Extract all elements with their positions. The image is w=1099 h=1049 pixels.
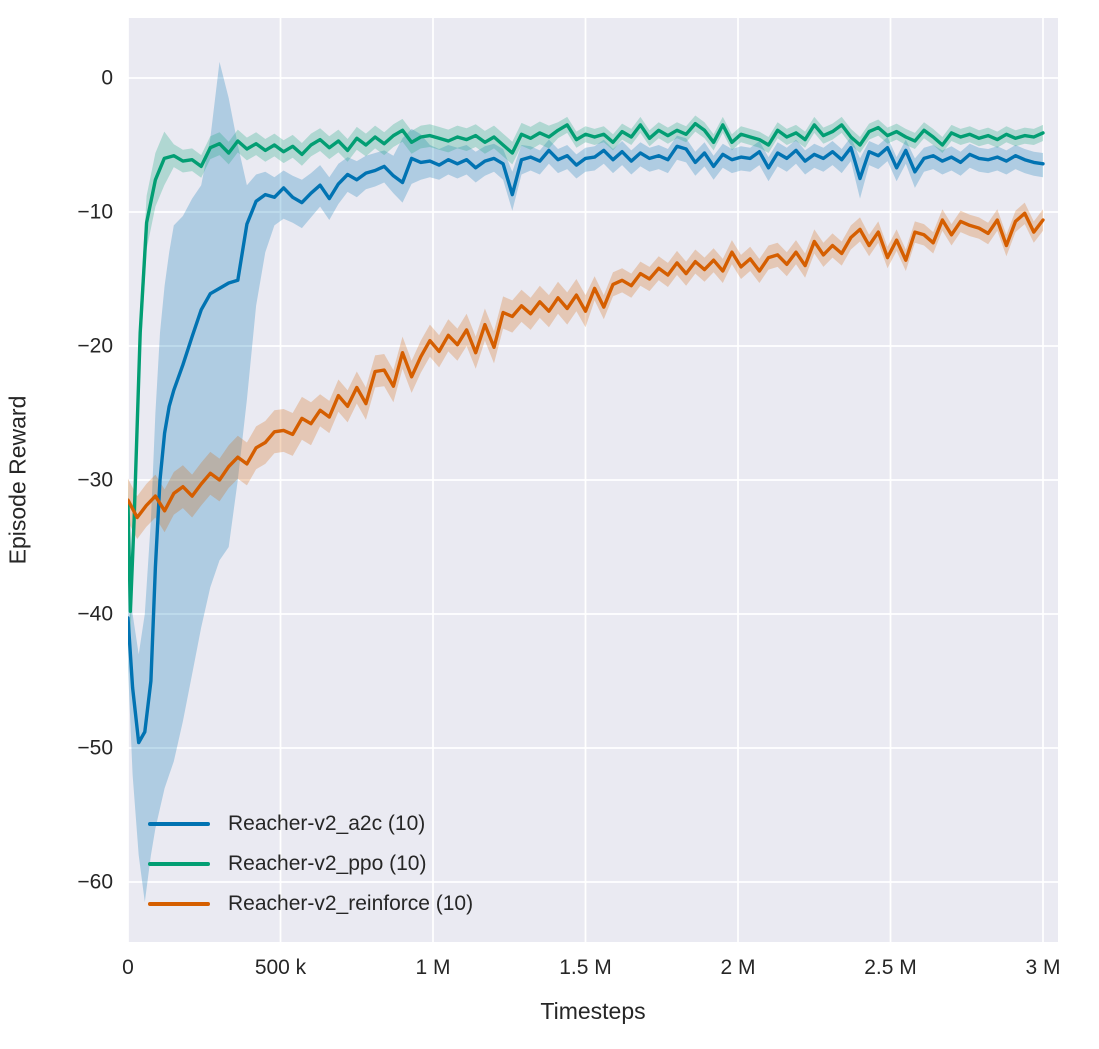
x-tick-label: 2.5 M [864, 956, 917, 979]
legend-row-reinforce: Reacher-v2_reinforce (10) [148, 884, 473, 924]
y-axis-label: Episode Reward [4, 395, 31, 565]
series-line-1 [128, 121, 1045, 613]
legend-label-a2c: Reacher-v2_a2c (10) [228, 812, 426, 835]
y-tick-label: −60 [77, 870, 113, 894]
x-tick-label: 500 k [254, 956, 307, 979]
legend-row-ppo: Reacher-v2_ppo (10) [148, 844, 473, 884]
y-tick-label: −20 [77, 334, 113, 358]
x-tick-label: 1 M [415, 956, 451, 979]
legend: Reacher-v2_a2c (10) Reacher-v2_ppo (10) … [148, 804, 473, 924]
x-tick-label: 1.5 M [559, 956, 612, 979]
x-tick-label: 2 M [720, 956, 756, 979]
x-tick-label: 3 M [1025, 956, 1061, 979]
legend-swatch-ppo [148, 862, 210, 866]
x-axis-label: Timesteps [540, 998, 646, 1024]
legend-label-ppo: Reacher-v2_ppo (10) [228, 852, 427, 875]
y-tick-label: −30 [77, 468, 113, 492]
series-line-0 [128, 144, 1045, 745]
y-tick-label: −10 [77, 200, 113, 224]
legend-swatch-a2c [148, 822, 210, 826]
legend-row-a2c: Reacher-v2_a2c (10) [148, 804, 473, 844]
x-tick-label: 0 [122, 956, 134, 979]
legend-label-reinforce: Reacher-v2_reinforce (10) [228, 892, 474, 915]
series-line-2 [128, 211, 1045, 520]
y-tick-label: −40 [77, 602, 113, 626]
y-tick-label: −50 [77, 736, 113, 760]
legend-swatch-reinforce [148, 902, 210, 906]
y-tick-label: 0 [101, 66, 113, 90]
